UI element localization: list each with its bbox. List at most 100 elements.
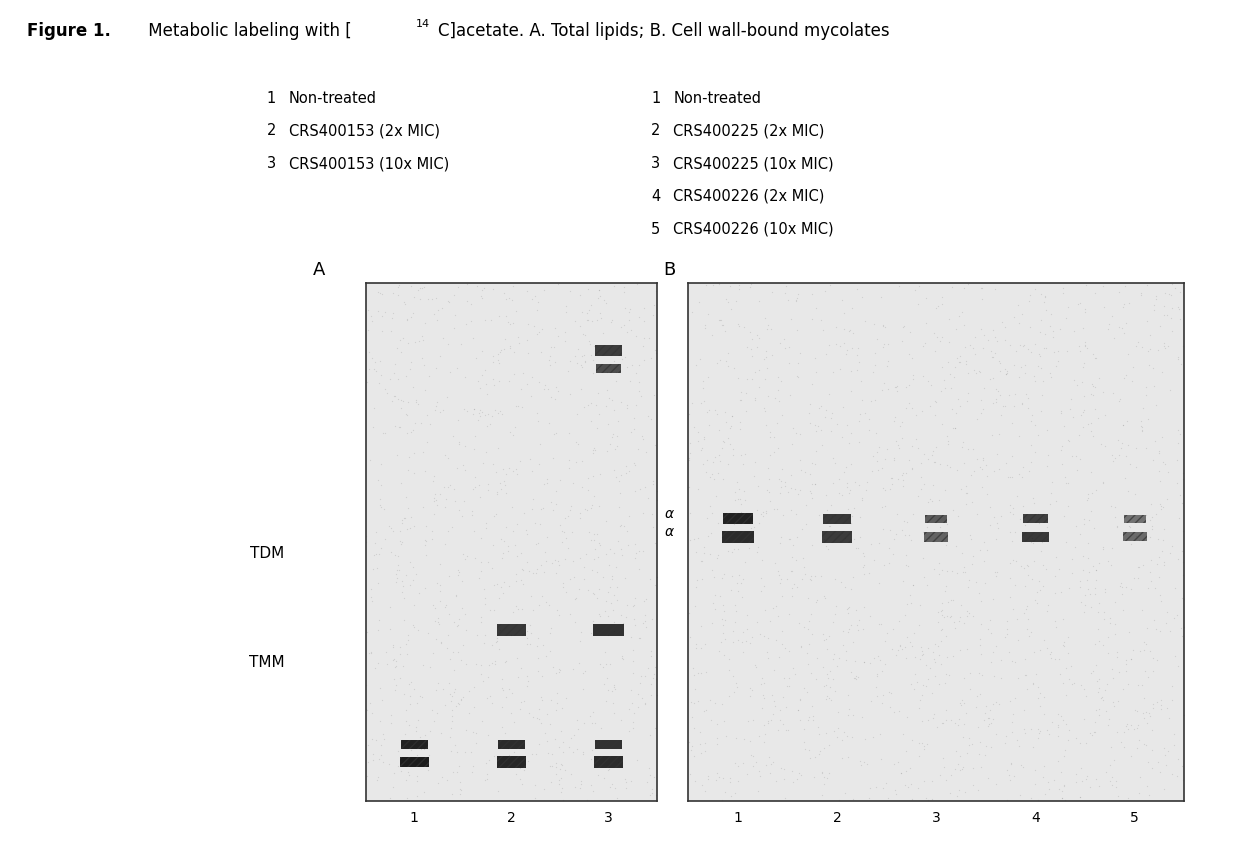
Point (1169, 313, 1189, 326)
Point (887, 434, 906, 448)
Point (962, 443, 982, 456)
Point (1042, 307, 1061, 321)
Point (707, 731, 727, 745)
Point (548, 773, 568, 787)
Point (401, 426, 420, 440)
Point (827, 320, 847, 334)
Point (484, 379, 503, 393)
Point (635, 594, 655, 608)
Point (937, 356, 957, 370)
Point (918, 794, 937, 808)
Point (743, 714, 763, 728)
Point (436, 598, 456, 612)
Point (1032, 388, 1052, 402)
Point (939, 336, 959, 350)
Point (709, 770, 729, 784)
Point (781, 481, 801, 495)
Point (755, 759, 775, 772)
Point (622, 715, 642, 729)
Point (759, 750, 779, 764)
Point (706, 404, 725, 418)
Point (398, 791, 418, 805)
Point (517, 528, 537, 542)
Point (837, 344, 857, 357)
Point (749, 479, 769, 492)
Point (396, 703, 415, 717)
Point (732, 591, 751, 604)
Point (1059, 581, 1079, 595)
Point (477, 771, 497, 785)
Point (740, 636, 760, 650)
Point (950, 350, 970, 363)
Point (489, 348, 508, 362)
Point (475, 583, 495, 597)
Point (780, 389, 800, 403)
Point (1071, 775, 1091, 789)
Point (534, 545, 554, 559)
Point (541, 644, 560, 658)
Point (724, 486, 744, 499)
Point (1085, 403, 1105, 417)
Point (925, 563, 945, 577)
Point (966, 348, 986, 362)
Point (816, 348, 836, 362)
Point (599, 610, 619, 623)
Point (800, 638, 820, 652)
Point (916, 292, 936, 306)
Point (370, 355, 389, 369)
Point (739, 541, 759, 554)
Bar (925, 515, 947, 523)
Point (990, 427, 1009, 441)
Point (802, 713, 822, 727)
Point (1136, 389, 1156, 403)
Point (584, 489, 604, 503)
Point (769, 442, 789, 455)
Point (908, 781, 928, 795)
Point (873, 481, 893, 495)
Point (449, 618, 469, 632)
Point (536, 726, 556, 740)
Point (446, 589, 466, 603)
Point (776, 280, 796, 294)
Point (1032, 288, 1052, 301)
Point (475, 629, 495, 642)
Point (604, 697, 624, 710)
Point (1105, 452, 1125, 466)
Point (942, 403, 962, 417)
Point (835, 786, 854, 800)
Point (897, 402, 916, 416)
Point (1074, 356, 1094, 370)
Point (955, 785, 975, 799)
Point (634, 314, 653, 328)
Point (900, 588, 920, 602)
Point (813, 771, 833, 784)
Point (985, 347, 1004, 361)
Point (596, 444, 616, 458)
Point (825, 508, 844, 522)
Point (1043, 715, 1063, 729)
Point (914, 742, 934, 756)
Point (744, 520, 764, 534)
Bar (1022, 532, 1049, 542)
Point (887, 379, 906, 393)
Point (693, 430, 713, 444)
Point (640, 768, 660, 782)
Point (497, 741, 517, 755)
Point (1038, 598, 1058, 611)
Point (950, 356, 970, 369)
Point (1172, 621, 1192, 635)
Point (491, 483, 511, 497)
Point (464, 403, 484, 417)
Point (463, 505, 482, 518)
Point (733, 756, 753, 770)
Point (527, 327, 547, 341)
Point (1161, 625, 1180, 639)
Point (563, 662, 583, 676)
Point (863, 730, 883, 744)
Point (635, 301, 655, 315)
Point (1137, 779, 1157, 793)
Point (489, 592, 508, 605)
Point (753, 688, 773, 702)
Point (693, 704, 713, 718)
Point (523, 567, 543, 580)
